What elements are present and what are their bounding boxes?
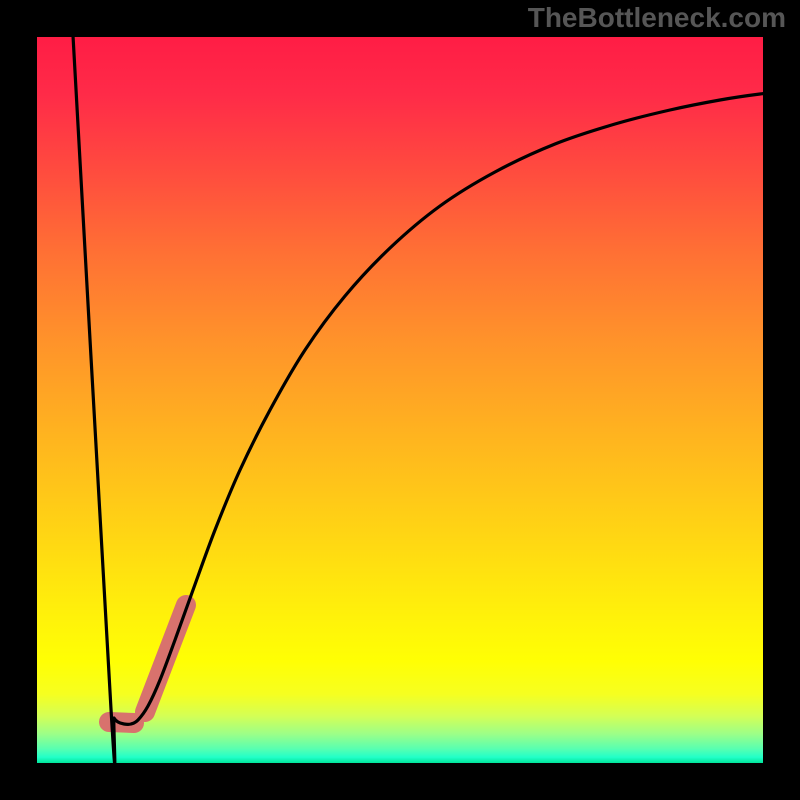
watermark-text: TheBottleneck.com (528, 2, 786, 34)
plot-area (37, 37, 763, 763)
chart-overlay-svg (37, 37, 763, 763)
highlight-segment (145, 605, 186, 712)
